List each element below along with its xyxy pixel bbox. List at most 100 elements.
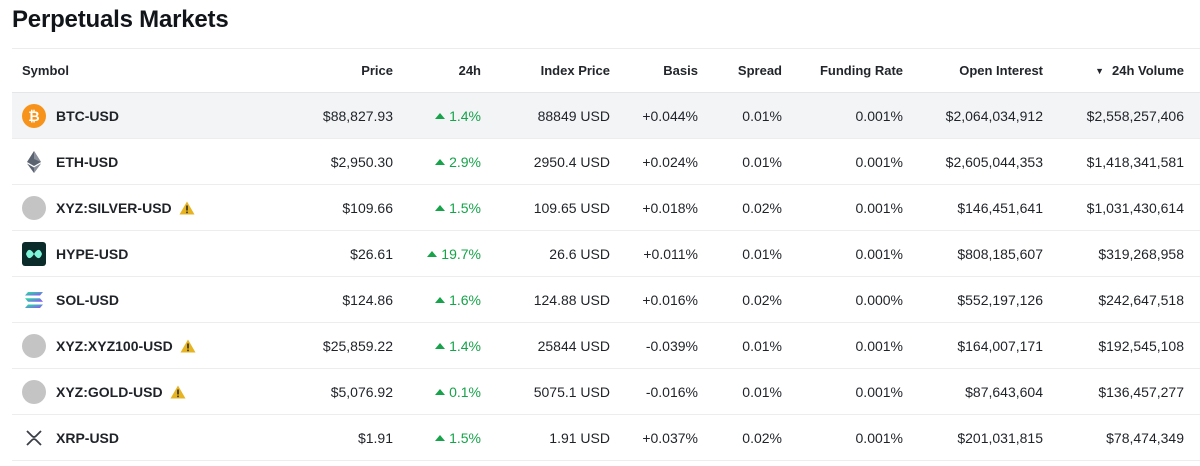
cell-symbol: XRP-USD xyxy=(12,414,257,461)
cell-24h-change: 0.1% xyxy=(409,368,497,415)
arrow-up-icon xyxy=(435,296,446,303)
cell-price: $1.91 xyxy=(257,414,409,461)
table-row[interactable]: ₿ BTC-USD $88,827.93 1.4% 88849 USD +0.044% 0.… xyxy=(12,92,1200,139)
arrow-up-icon xyxy=(435,388,446,395)
cell-funding-rate: 0.000% xyxy=(798,276,919,323)
cell-open-interest: $201,031,815 xyxy=(919,414,1059,461)
cell-spread: 0.01% xyxy=(714,368,798,415)
cell-funding-rate: 0.001% xyxy=(798,138,919,185)
cell-24h-volume: $2,558,257,406 xyxy=(1059,92,1200,139)
cell-price: $25,859.22 xyxy=(257,322,409,369)
table-row[interactable]: ETH-USD $2,950.30 2.9% 2950.4 USD +0.024% 0.0… xyxy=(12,138,1200,185)
placeholder-coin-icon xyxy=(22,195,56,220)
cell-index-price: 5075.1 USD xyxy=(497,368,626,415)
xrp-icon xyxy=(22,426,56,450)
cell-spread: 0.01% xyxy=(714,322,798,369)
table-row[interactable]: XRP-USD $1.91 1.5% 1.91 USD +0.037% 0.02% 0.00… xyxy=(12,414,1200,461)
cell-basis: -0.016% xyxy=(626,368,714,415)
cell-spread: 0.02% xyxy=(714,414,798,461)
cell-24h-volume: $1,031,430,614 xyxy=(1059,184,1200,231)
cell-open-interest: $808,185,607 xyxy=(919,230,1059,277)
cell-funding-rate: 0.001% xyxy=(798,184,919,231)
cell-24h-change: 1.4% xyxy=(409,92,497,139)
cell-24h-volume: $319,268,958 xyxy=(1059,230,1200,277)
cell-price: $109.66 xyxy=(257,184,409,231)
column-header-24h[interactable]: 24h xyxy=(409,48,497,93)
arrow-up-icon xyxy=(427,250,438,257)
symbol-eth-usd[interactable]: ETH-USD xyxy=(56,153,119,170)
column-header-open-interest[interactable]: Open Interest xyxy=(919,48,1059,93)
column-header-index-price[interactable]: Index Price xyxy=(497,48,626,93)
cell-open-interest: $552,197,126 xyxy=(919,276,1059,323)
arrow-up-icon xyxy=(435,158,446,165)
arrow-up-icon xyxy=(435,342,446,349)
cell-24h-change: 2.9% xyxy=(409,138,497,185)
cell-open-interest: $146,451,641 xyxy=(919,184,1059,231)
cell-basis: +0.024% xyxy=(626,138,714,185)
cell-24h-volume: $242,647,518 xyxy=(1059,276,1200,323)
cell-24h-change: 1.5% xyxy=(409,414,497,461)
warning-icon xyxy=(180,339,196,353)
cell-24h-change: 19.7% xyxy=(409,230,497,277)
cell-price: $124.86 xyxy=(257,276,409,323)
column-header-price[interactable]: Price xyxy=(257,48,409,93)
symbol-xyz-silver-usd[interactable]: XYZ:SILVER-USD xyxy=(56,199,172,216)
arrow-up-icon xyxy=(435,434,446,441)
cell-spread: 0.01% xyxy=(714,92,798,139)
cell-index-price: 25844 USD xyxy=(497,322,626,369)
cell-basis: +0.011% xyxy=(626,230,714,277)
cell-open-interest: $164,007,171 xyxy=(919,322,1059,369)
table-header-row: Symbol Price 24h Index Price Basis Sprea… xyxy=(12,48,1200,93)
placeholder-coin-icon xyxy=(22,379,56,404)
symbol-btc-usd[interactable]: BTC-USD xyxy=(56,107,119,124)
column-header-symbol[interactable]: Symbol xyxy=(12,48,257,93)
table-row[interactable]: SOL-USD $124.86 1.6% 124.88 USD +0.016% 0.02%… xyxy=(12,276,1200,323)
sort-descending-icon: ▼ xyxy=(1095,66,1104,76)
cell-24h-change: 1.4% xyxy=(409,322,497,369)
cell-index-price: 88849 USD xyxy=(497,92,626,139)
cell-basis: +0.044% xyxy=(626,92,714,139)
column-header-basis[interactable]: Basis xyxy=(626,48,714,93)
cell-funding-rate: 0.001% xyxy=(798,414,919,461)
cell-index-price: 124.88 USD xyxy=(497,276,626,323)
cell-open-interest: $2,605,044,353 xyxy=(919,138,1059,185)
hyperliquid-icon xyxy=(22,241,56,266)
symbol-hype-usd[interactable]: HYPE-USD xyxy=(56,245,129,262)
cell-24h-change: 1.6% xyxy=(409,276,497,323)
cell-index-price: 26.6 USD xyxy=(497,230,626,277)
cell-funding-rate: 0.001% xyxy=(798,368,919,415)
cell-basis: +0.037% xyxy=(626,414,714,461)
cell-basis: +0.018% xyxy=(626,184,714,231)
cell-spread: 0.02% xyxy=(714,184,798,231)
page-title: Perpetuals Markets xyxy=(12,6,229,33)
cell-24h-volume: $1,418,341,581 xyxy=(1059,138,1200,185)
cell-index-price: 2950.4 USD xyxy=(497,138,626,185)
cell-24h-volume: $192,545,108 xyxy=(1059,322,1200,369)
cell-funding-rate: 0.001% xyxy=(798,322,919,369)
cell-price: $26.61 xyxy=(257,230,409,277)
cell-funding-rate: 0.001% xyxy=(798,230,919,277)
cell-price: $2,950.30 xyxy=(257,138,409,185)
arrow-up-icon xyxy=(435,204,446,211)
cell-basis: +0.016% xyxy=(626,276,714,323)
warning-icon xyxy=(179,201,195,215)
symbol-xrp-usd[interactable]: XRP-USD xyxy=(56,429,120,446)
cell-price: $5,076.92 xyxy=(257,368,409,415)
symbol-xyz-gold-usd[interactable]: XYZ:GOLD-USD xyxy=(56,383,163,400)
column-header-funding-rate[interactable]: Funding Rate xyxy=(798,48,919,93)
markets-table: Symbol Price 24h Index Price Basis Sprea… xyxy=(12,48,1200,461)
symbol-xyz-xyz100-usd[interactable]: XYZ:XYZ100-USD xyxy=(56,337,173,354)
cell-basis: -0.039% xyxy=(626,322,714,369)
table-row[interactable]: XYZ:GOLD-USD $5,076.92 0.1% 5075.1 USD -0.01… xyxy=(12,368,1200,415)
column-header-24h-volume[interactable]: ▼ 24h Volume xyxy=(1059,48,1200,93)
cell-symbol: ₿ BTC-USD xyxy=(12,92,257,139)
arrow-up-icon xyxy=(435,112,446,119)
placeholder-coin-icon xyxy=(22,333,56,358)
table-row[interactable]: HYPE-USD $26.61 19.7% 26.6 USD +0.011% 0.01% 0… xyxy=(12,230,1200,277)
cell-index-price: 1.91 USD xyxy=(497,414,626,461)
symbol-sol-usd[interactable]: SOL-USD xyxy=(56,291,119,308)
column-header-spread[interactable]: Spread xyxy=(714,48,798,93)
table-row[interactable]: XYZ:XYZ100-USD $25,859.22 1.4% 25844 USD -0.… xyxy=(12,322,1200,369)
table-row[interactable]: XYZ:SILVER-USD $109.66 1.5% 109.65 USD +0.01… xyxy=(12,184,1200,231)
